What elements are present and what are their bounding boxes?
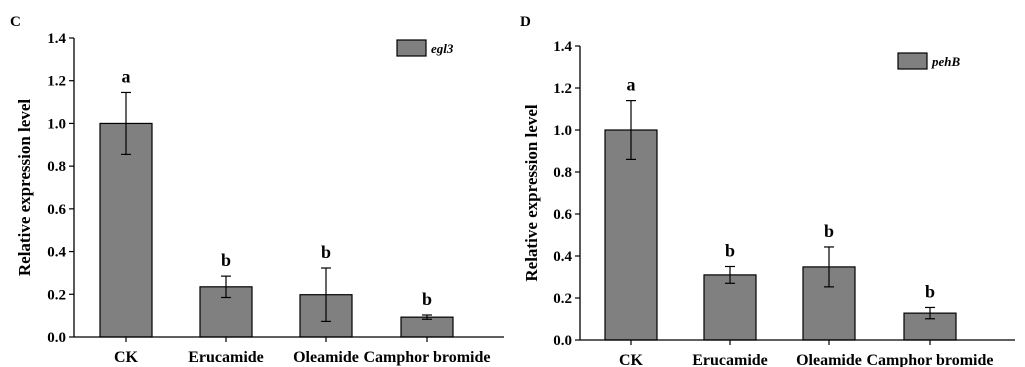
legend-label: egl3 — [431, 41, 454, 56]
y-tick-label: 0.4 — [47, 245, 66, 261]
bar — [703, 274, 757, 341]
chart-panel-d: Da CK b Erucamide b Oleamide b Camphor bromide 0… — [520, 14, 1015, 367]
bar — [99, 122, 153, 338]
significance-label: b — [321, 242, 331, 262]
y-tick-label: 0.4 — [553, 249, 572, 265]
y-tick-label: 1.2 — [47, 74, 66, 90]
y-tick-label: 0.8 — [47, 159, 66, 175]
bar — [400, 316, 454, 338]
legend-swatch — [897, 52, 928, 70]
y-tick-label: 1.0 — [553, 123, 572, 139]
y-tick-label: 1.4 — [553, 39, 572, 55]
significance-label: b — [925, 281, 935, 301]
x-tick-label: Erucamide — [188, 349, 264, 366]
y-tick-label: 0.0 — [47, 330, 66, 346]
significance-label: a — [627, 75, 636, 95]
x-tick-label: Camphor bromide — [867, 352, 994, 367]
legend: pehB — [897, 52, 961, 70]
legend: egl3 — [396, 39, 454, 57]
legend-swatch — [396, 39, 427, 57]
x-tick-label: Oleamide — [293, 349, 359, 366]
y-axis-title: Relative expression level — [522, 104, 541, 281]
x-tick-label: Oleamide — [796, 352, 862, 367]
y-tick-label: 0.6 — [47, 202, 66, 218]
x-tick-label: Camphor bromide — [364, 349, 491, 366]
x-tick-label: CK — [619, 352, 644, 367]
panel-letter: C — [10, 14, 21, 30]
panel-letter: D — [520, 14, 531, 30]
y-tick-label: 1.0 — [47, 116, 66, 132]
y-tick-label: 0.0 — [553, 333, 572, 349]
y-tick-label: 0.8 — [553, 165, 572, 181]
chart-panel-c: Ca CK b Erucamide b Oleamide b Camphor bromide 0… — [10, 14, 504, 366]
y-tick-label: 1.2 — [553, 81, 572, 97]
y-axis-title: Relative expression level — [15, 99, 34, 276]
significance-label: b — [824, 221, 834, 241]
y-tick-label: 0.2 — [553, 291, 572, 307]
x-tick-label: Erucamide — [692, 352, 768, 367]
y-tick-label: 1.4 — [47, 31, 66, 47]
legend-label: pehB — [931, 54, 961, 69]
bar — [604, 129, 658, 341]
significance-label: b — [725, 241, 735, 261]
y-tick-label: 0.6 — [553, 207, 572, 223]
y-tick-label: 0.2 — [47, 287, 66, 303]
significance-label: a — [122, 66, 131, 86]
x-tick-label: CK — [114, 349, 139, 366]
significance-label: b — [221, 250, 231, 270]
significance-label: b — [422, 289, 432, 309]
